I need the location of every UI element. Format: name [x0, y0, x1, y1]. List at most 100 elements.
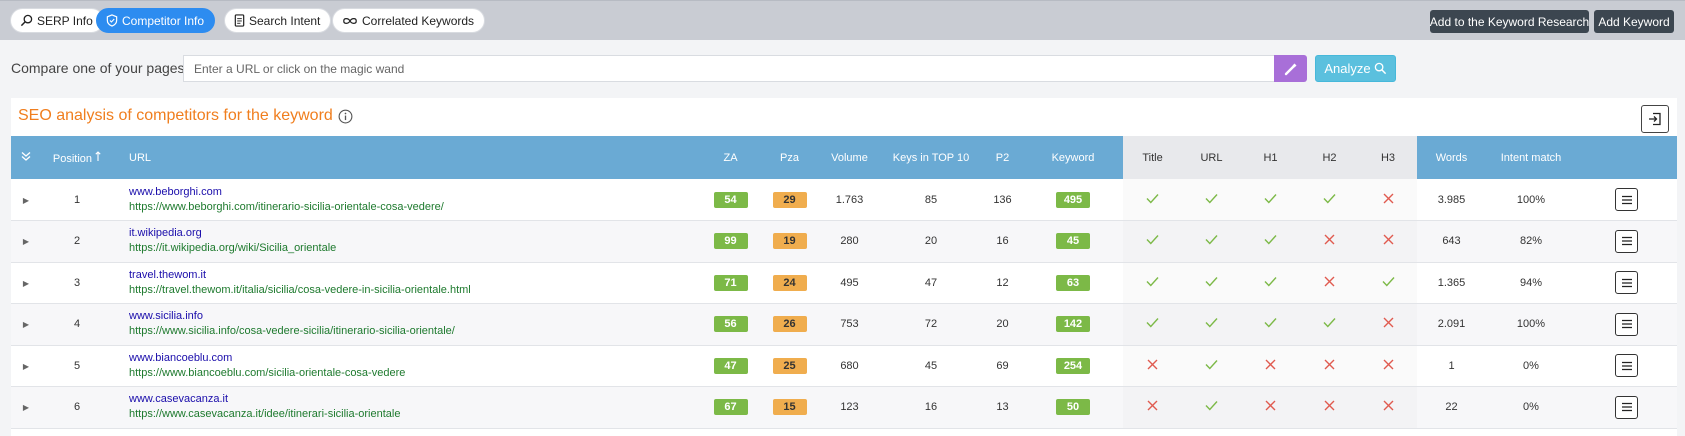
tab-competitor-info[interactable]: Competitor Info: [96, 8, 216, 33]
tab-search-intent[interactable]: Search Intent: [224, 8, 332, 33]
expand-row-toggle[interactable]: ▶: [11, 303, 41, 346]
pza-badge: 24: [772, 274, 807, 291]
col-za[interactable]: ZA: [701, 136, 760, 179]
menu-icon: [1621, 195, 1632, 204]
url-link[interactable]: https://it.wikipedia.org/wiki/Sicilia_or…: [129, 242, 337, 255]
row-menu-button[interactable]: [1615, 229, 1638, 253]
h3-cell: [1359, 386, 1417, 429]
url-cell: www.beborghi.com https://www.beborghi.com…: [113, 179, 701, 221]
h3-cell: [1359, 220, 1417, 263]
expand-row-toggle[interactable]: ▶: [11, 345, 41, 387]
url-match-cell: [1182, 303, 1241, 346]
p2-cell: 69: [982, 345, 1023, 387]
col-url[interactable]: URL: [113, 136, 701, 179]
url-cell: travel.thewom.it https://travel.thewom.it…: [113, 262, 701, 304]
volume-cell: 753: [819, 303, 880, 346]
pza-cell: 15: [760, 386, 819, 429]
keyword-badge: 495: [1056, 191, 1090, 208]
table-row[interactable]: ▶ 2 it.wikipedia.org https://it.wikipedia.o…: [11, 220, 1677, 263]
col-pza[interactable]: Pza: [760, 136, 819, 179]
za-cell: 67: [701, 386, 760, 429]
table-row[interactable]: ▶ 5 www.biancoeblu.com https://www.biancoeb…: [11, 345, 1677, 387]
table-row[interactable]: ▶ 4 www.sicilia.info https://www.sicilia.in…: [11, 303, 1677, 346]
words-cell: 643: [1417, 220, 1486, 263]
tab-serp-info[interactable]: SERP Info: [10, 8, 104, 33]
table-row[interactable]: ▶ 3 travel.thewom.it https://travel.thewom.…: [11, 262, 1677, 304]
domain-link[interactable]: www.casevacanza.it: [129, 393, 229, 406]
col-keyword[interactable]: Keyword: [1023, 136, 1123, 179]
caret-right-icon: ▶: [22, 320, 30, 330]
row-menu-button[interactable]: [1615, 188, 1638, 211]
url-link[interactable]: https://travel.thewom.it/italia/sicilia/…: [129, 283, 471, 296]
cross-icon: [1324, 400, 1335, 414]
add-to-keyword-research-button[interactable]: Add to the Keyword Research: [1430, 10, 1589, 33]
row-actions-cell: [1576, 262, 1677, 304]
row-menu-button[interactable]: [1615, 271, 1638, 295]
domain-link[interactable]: it.wikipedia.org: [129, 227, 202, 240]
col-h3[interactable]: H3: [1359, 136, 1417, 179]
check-icon: [1205, 318, 1218, 331]
check-icon: [1146, 276, 1159, 290]
caret-right-icon: ▶: [22, 403, 30, 413]
row-menu-button[interactable]: [1615, 354, 1638, 378]
expand-row-toggle[interactable]: ▶: [11, 262, 41, 304]
cross-icon: [1265, 400, 1276, 414]
table-row[interactable]: ▶ 1 www.beborghi.com https://www.beborghi.c…: [11, 179, 1677, 221]
col-url-match[interactable]: URL: [1182, 136, 1241, 179]
url-link[interactable]: https://www.sicilia.info/cosa-vedere-sic…: [129, 325, 455, 338]
col-title[interactable]: Title: [1123, 136, 1182, 179]
url-match-cell: [1182, 386, 1241, 429]
url-input[interactable]: [183, 55, 1274, 82]
p2-cell: 20: [982, 303, 1023, 346]
check-icon: [1381, 276, 1395, 290]
caret-right-icon: ▶: [22, 237, 30, 247]
keys-top10-cell: 45: [880, 345, 982, 387]
row-actions-cell: [1576, 345, 1677, 387]
h3-cell: [1359, 345, 1417, 387]
za-badge: 56: [713, 316, 748, 333]
url-link[interactable]: https://www.beborghi.com/itinerario-sici…: [129, 200, 444, 213]
domain-link[interactable]: www.beborghi.com: [129, 185, 222, 198]
col-volume[interactable]: Volume: [819, 136, 880, 179]
col-intent[interactable]: Intent match: [1486, 136, 1576, 179]
url-link[interactable]: https://www.biancoeblu.com/sicilia-orien…: [129, 366, 406, 379]
add-keyword-button[interactable]: Add Keyword: [1594, 10, 1674, 33]
table-row[interactable]: ▶ 6 www.casevacanza.it https://www.casevaca…: [11, 386, 1677, 429]
domain-link[interactable]: travel.thewom.it: [129, 268, 207, 281]
expand-all-header[interactable]: [11, 136, 41, 179]
title-cell: [1123, 262, 1182, 304]
tab-correlated-keywords[interactable]: Correlated Keywords: [332, 8, 486, 33]
h1-cell: [1241, 262, 1300, 304]
row-menu-button[interactable]: [1615, 395, 1638, 419]
h1-cell: [1241, 220, 1300, 263]
info-icon[interactable]: [338, 109, 353, 124]
col-position[interactable]: Position: [41, 136, 113, 179]
expand-row-toggle[interactable]: ▶: [11, 386, 41, 429]
h2-cell: [1300, 220, 1359, 263]
row-menu-button[interactable]: [1615, 312, 1638, 336]
volume-cell: 123: [819, 386, 880, 429]
magic-wand-button[interactable]: [1274, 55, 1307, 82]
panel-title: SEO analysis of competitors for the keyw…: [18, 107, 353, 125]
url-match-cell: [1182, 179, 1241, 221]
h1-cell: [1241, 179, 1300, 221]
domain-link[interactable]: www.biancoeblu.com: [129, 351, 233, 364]
col-h1[interactable]: H1: [1241, 136, 1300, 179]
col-h2[interactable]: H2: [1300, 136, 1359, 179]
url-link[interactable]: https://www.casevacanza.it/idee/itinerar…: [129, 408, 401, 421]
title-cell: [1123, 345, 1182, 387]
pza-cell: 25: [760, 345, 819, 387]
expand-row-toggle[interactable]: ▶: [11, 179, 41, 221]
analyze-button[interactable]: Analyze: [1315, 55, 1396, 82]
export-button[interactable]: [1641, 105, 1669, 133]
col-keys-top10[interactable]: Keys in TOP 10: [880, 136, 982, 179]
p2-cell: 12: [982, 262, 1023, 304]
domain-link[interactable]: www.sicilia.info: [129, 310, 203, 323]
check-icon: [1205, 193, 1218, 207]
keyword-cell: 254: [1023, 345, 1123, 387]
cross-icon: [1324, 234, 1335, 248]
expand-row-toggle[interactable]: ▶: [11, 220, 41, 263]
keyword-cell: 495: [1023, 179, 1123, 221]
col-p2[interactable]: P2: [982, 136, 1023, 179]
col-words[interactable]: Words: [1417, 136, 1486, 179]
